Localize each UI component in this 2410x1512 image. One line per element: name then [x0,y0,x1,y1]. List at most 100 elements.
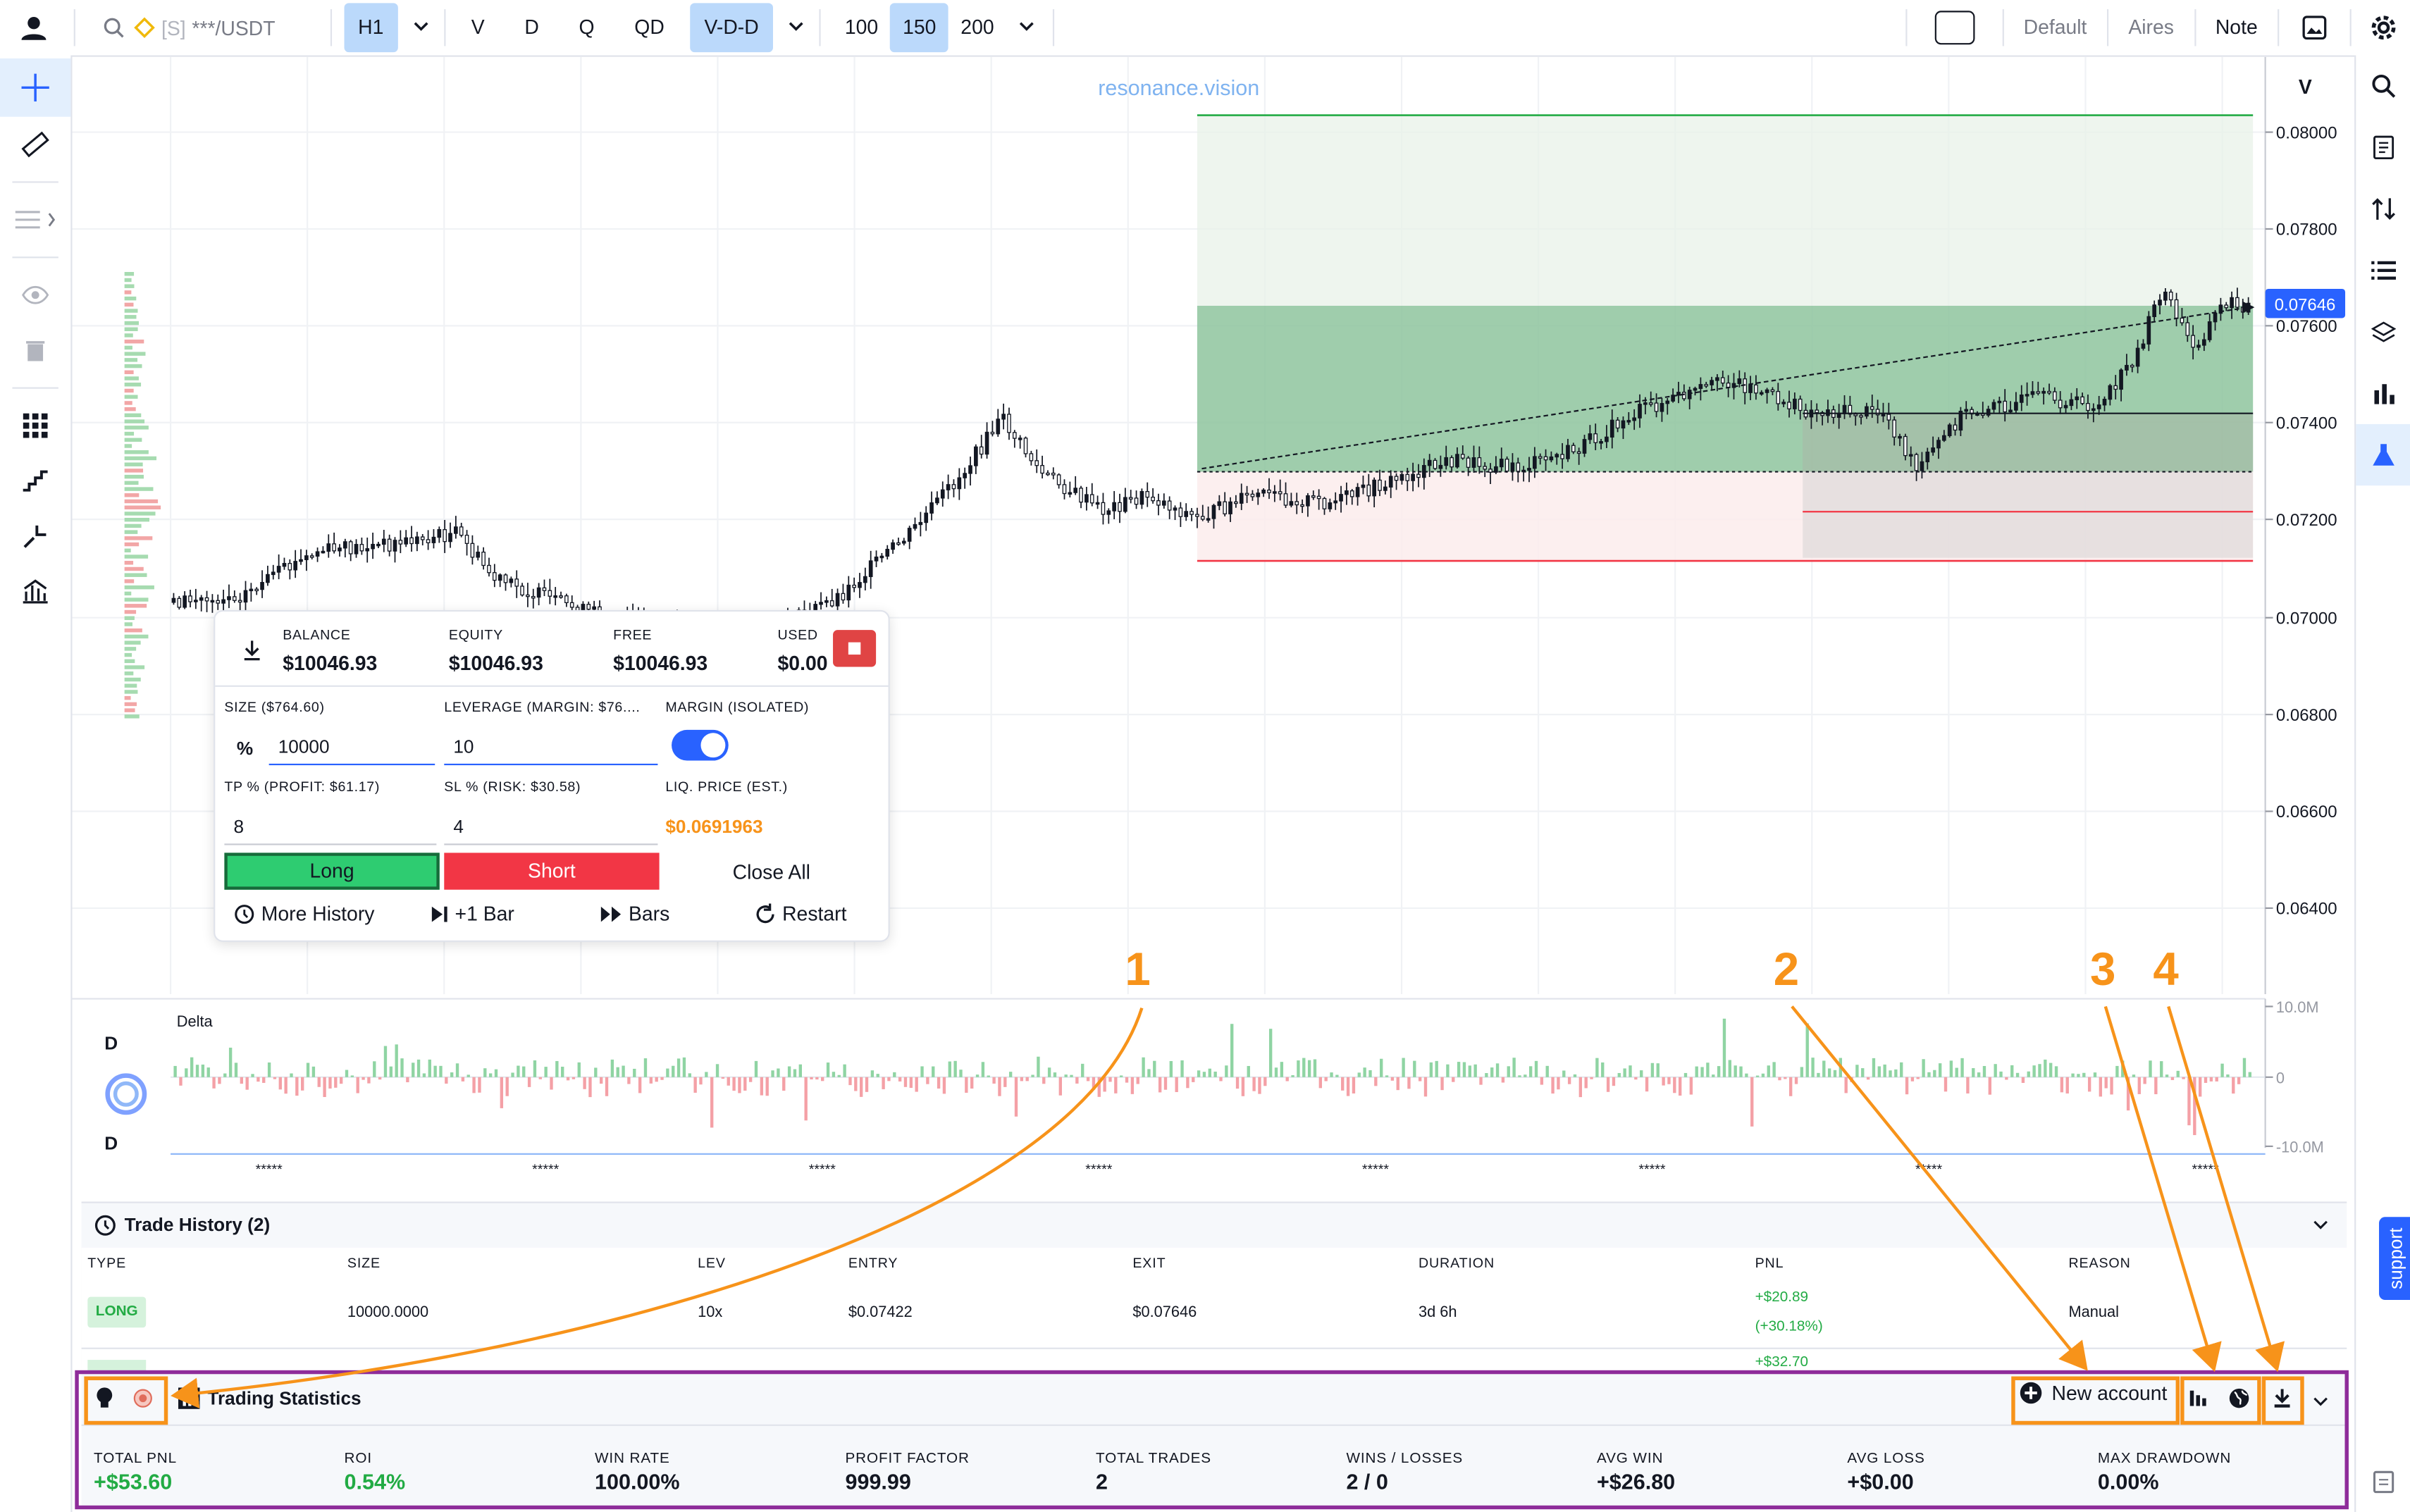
stairs-tool[interactable] [0,453,70,509]
trade-pnl: +$32.70 [1755,1353,1809,1371]
sl-input[interactable]: 4 [444,808,658,845]
settings-button[interactable] [2357,14,2409,42]
stat-value: 2 [1095,1468,1108,1494]
column-header-pnl[interactable]: PNL [1755,1255,1784,1271]
balance-value: $10046.93 [283,651,378,675]
leverage-input[interactable]: 10 [444,729,658,766]
chevron-down-icon [2313,1397,2328,1406]
crosshair-tool[interactable] [0,58,71,117]
chevron-down-icon [2313,1220,2328,1229]
restart-label: Restart [782,902,847,925]
new-account-button[interactable]: New account [2020,1382,2167,1404]
price-chart[interactable]: resonance.vision V 0.08000 0.07800 0.07600… [72,56,2355,1194]
visibility-tool[interactable] [0,267,70,323]
arrow-2 [1791,1005,2088,1371]
share-highlight-box [2180,1376,2261,1425]
indicator-tool[interactable] [0,192,70,248]
chevron-down-icon [413,22,428,31]
trade-history-header[interactable]: Trade History (2) [82,1203,2347,1246]
symbol-search[interactable]: [S] ***/USDT [82,16,319,39]
stat-value: +$53.60 [94,1468,173,1494]
bar-count-150[interactable]: 150 [890,3,948,53]
restart-button[interactable]: Restart [755,902,847,925]
layers-button[interactable] [2356,301,2410,362]
close-all-button[interactable]: Close All [732,860,810,884]
stats-button[interactable] [2356,363,2410,424]
size-label: SIZE ($764.60) [224,699,325,715]
stats-chart-button[interactable] [2189,1387,2208,1415]
stat-value: 999.99 [845,1468,911,1494]
grid-layout-tool[interactable] [0,398,70,454]
public-share-button[interactable] [2228,1387,2250,1416]
interval-v[interactable]: V [471,15,485,39]
notes-button[interactable] [2356,117,2410,178]
leverage-label: LEVERAGE (MARGIN: $76.... [444,699,641,715]
bar-count-dropdown[interactable] [1006,14,1046,42]
price-tick: 0.06800 [2276,706,2337,725]
chevron-down-icon [789,22,803,31]
trades-button[interactable] [2356,178,2410,240]
ruler-icon [21,131,49,158]
support-tab[interactable]: support [2379,1217,2410,1301]
interval-h1[interactable]: H1 [344,3,398,53]
layout-aires[interactable]: Aires [2128,15,2174,39]
interval-v-d-d[interactable]: V-D-D [690,3,773,53]
stat-label: TOTAL PNL [94,1450,178,1468]
stats-collapse-button[interactable] [2313,1389,2328,1417]
size-input[interactable]: 10000 [268,729,435,766]
lab-button[interactable] [2356,423,2410,486]
stat-label: AVG LOSS [1847,1450,1925,1468]
bar-count-200[interactable]: 200 [960,15,994,39]
export-stats-button[interactable] [2273,1387,2292,1416]
annotation-2: 2 [1774,943,1799,995]
column-header-duration[interactable]: DURATION [1418,1255,1495,1271]
bars-button[interactable]: Bars [600,902,669,925]
interval-qd[interactable]: QD [634,15,665,39]
delta-axis: 10.0M 0 -10.0M [2265,998,2324,1156]
clipboard-button[interactable] [2356,1469,2410,1494]
bar-count-100[interactable]: 100 [844,15,879,39]
layout-default[interactable]: Default [2023,15,2087,39]
interval-dropdown[interactable] [779,14,812,42]
column-header-type[interactable]: TYPE [87,1255,127,1271]
stat-value: 100.00% [595,1468,680,1494]
interval-dropdown[interactable] [404,14,438,42]
download-balance-button[interactable] [243,639,261,665]
column-header-lev[interactable]: LEV [698,1255,726,1271]
stop-button[interactable] [833,630,877,667]
delta-side-top: D [104,1033,118,1054]
ruler-tool[interactable] [0,117,70,173]
checkbox-toggle[interactable] [1934,11,1975,45]
margin-label: MARGIN (ISOLATED) [665,699,810,715]
volume-profile-tool[interactable] [0,564,70,619]
stat-value: 0.54% [344,1468,406,1494]
compress-tool[interactable] [0,509,70,564]
right-search-button[interactable] [2356,56,2410,117]
interval-q[interactable]: Q [579,15,595,39]
column-header-exit[interactable]: EXIT [1132,1255,1166,1271]
size-unit-toggle[interactable]: % [236,737,254,760]
tp-input[interactable]: 8 [224,808,437,845]
liq-price-value: $0.0691963 [665,816,763,838]
user-avatar-button[interactable] [0,0,68,56]
target-button[interactable] [132,1387,154,1416]
short-button[interactable]: Short [444,853,660,890]
column-header-reason[interactable]: REASON [2068,1255,2131,1271]
column-header-entry[interactable]: ENTRY [848,1255,898,1271]
svg-text:0.07646: 0.07646 [2275,296,2336,315]
restart-icon [756,903,774,923]
interval-d[interactable]: D [524,15,539,39]
search-icon [104,18,124,38]
screenshot-button[interactable] [2285,16,2344,40]
globe-icon [2229,1388,2249,1408]
delete-tool[interactable] [0,323,70,378]
long-button[interactable]: Long [224,853,440,890]
plus-one-bar-button[interactable]: +1 Bar [431,902,514,925]
list-button[interactable] [2356,240,2410,301]
more-history-button[interactable]: More History [233,902,374,925]
fast-forward-icon [600,905,622,922]
tips-button[interactable] [95,1386,113,1418]
margin-toggle[interactable] [672,729,729,761]
note-button[interactable]: Note [2215,15,2258,39]
column-header-size[interactable]: SIZE [347,1255,381,1271]
